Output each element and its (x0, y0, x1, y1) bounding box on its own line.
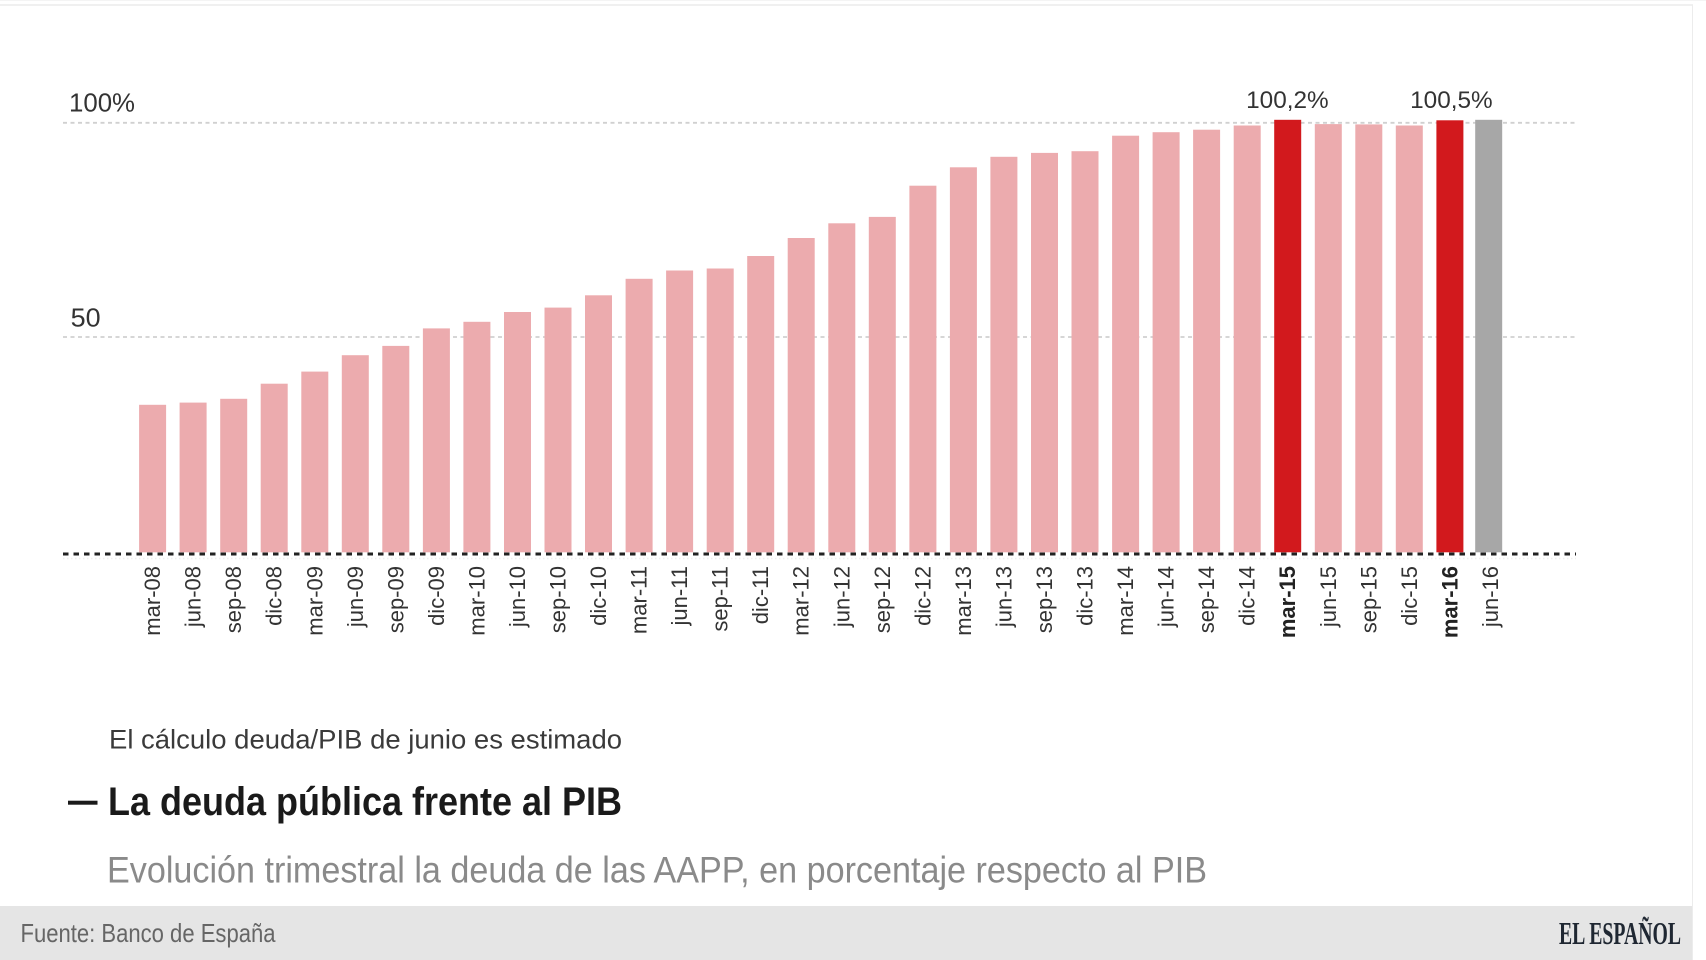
svg-text:jun-14: jun-14 (1154, 566, 1179, 628)
svg-text:mar-11: mar-11 (627, 566, 652, 634)
svg-text:La deuda pública frente al PIB: La deuda pública frente al PIB (108, 780, 622, 824)
svg-text:El cálculo deuda/PIB de junio: El cálculo deuda/PIB de junio es estimad… (109, 725, 622, 755)
svg-text:dic-08: dic-08 (262, 566, 287, 626)
svg-text:EL ESPAÑOL: EL ESPAÑOL (1559, 915, 1681, 951)
svg-text:jun-15: jun-15 (1316, 566, 1341, 628)
svg-text:jun-09: jun-09 (343, 566, 368, 628)
svg-text:sep-14: sep-14 (1194, 566, 1219, 633)
svg-text:jun-11: jun-11 (667, 566, 692, 627)
svg-text:100,5%: 100,5% (1410, 87, 1493, 114)
svg-text:Fuente: Banco de España: Fuente: Banco de España (21, 918, 276, 948)
svg-text:mar-15: mar-15 (1275, 566, 1300, 638)
svg-text:dic-15: dic-15 (1397, 566, 1422, 626)
svg-text:dic-14: dic-14 (1235, 566, 1260, 626)
svg-text:mar-10: mar-10 (464, 566, 489, 636)
svg-text:dic-09: dic-09 (424, 566, 449, 626)
svg-text:mar-13: mar-13 (951, 566, 976, 636)
svg-text:Evolución trimestral la deuda: Evolución trimestral la deuda de las AAP… (107, 850, 1207, 891)
svg-text:dic-10: dic-10 (586, 566, 611, 626)
svg-text:sep-12: sep-12 (870, 566, 895, 633)
svg-text:sep-13: sep-13 (1032, 566, 1057, 633)
svg-text:50: 50 (71, 303, 101, 333)
svg-text:100,2%: 100,2% (1246, 87, 1329, 114)
svg-text:mar-09: mar-09 (302, 566, 327, 636)
svg-text:mar-16: mar-16 (1437, 566, 1462, 638)
svg-text:jun-12: jun-12 (829, 566, 854, 628)
svg-text:mar-12: mar-12 (789, 566, 814, 636)
svg-text:jun-10: jun-10 (505, 566, 530, 628)
svg-text:sep-15: sep-15 (1356, 566, 1381, 633)
svg-text:sep-10: sep-10 (546, 566, 571, 633)
svg-text:jun-08: jun-08 (181, 566, 206, 628)
svg-text:100%: 100% (69, 88, 135, 118)
svg-text:jun-13: jun-13 (991, 566, 1016, 628)
svg-text:dic-13: dic-13 (1073, 566, 1098, 626)
svg-text:sep-08: sep-08 (221, 566, 246, 633)
svg-text:dic-12: dic-12 (910, 566, 935, 626)
svg-text:mar-14: mar-14 (1113, 566, 1138, 636)
svg-text:dic-11: dic-11 (748, 566, 773, 624)
svg-text:jun-16: jun-16 (1478, 566, 1503, 628)
svg-text:mar-08: mar-08 (140, 566, 165, 636)
svg-text:sep-11: sep-11 (708, 566, 733, 632)
svg-text:sep-09: sep-09 (383, 566, 408, 633)
